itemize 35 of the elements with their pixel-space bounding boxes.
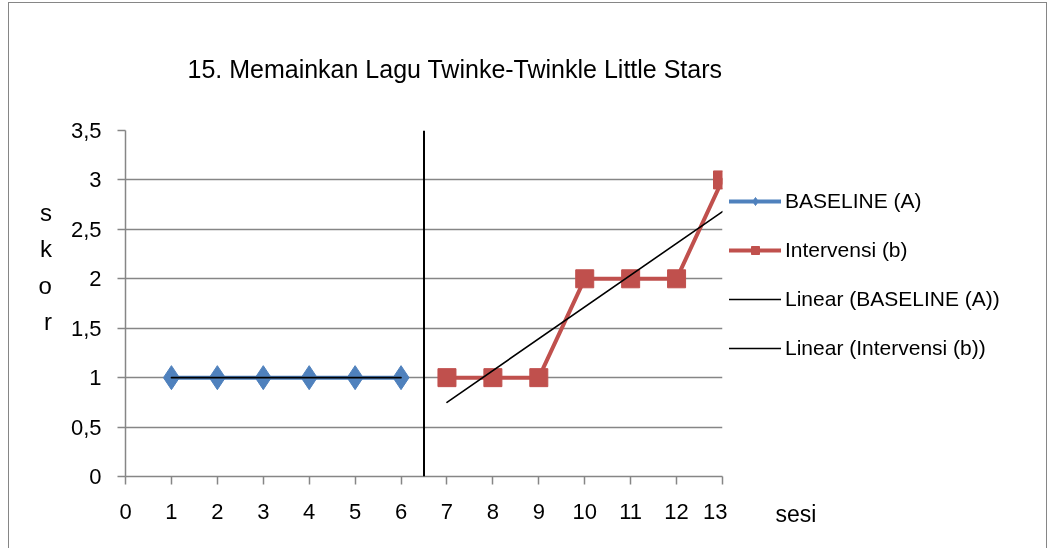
legend-label: Intervensi (b) (785, 238, 908, 262)
legend-label: BASELINE (A) (785, 189, 922, 213)
x-tick-label: 0 (119, 498, 132, 524)
legend-label: Linear (Intervensi (b)) (785, 336, 986, 360)
x-tick-label: 5 (349, 498, 362, 524)
legend-label: Linear (BASELINE (A)) (785, 287, 1000, 311)
y-tick-label: 1,5 (70, 315, 102, 341)
x-tick-label: 8 (486, 498, 500, 524)
y-tick-label: 2,5 (70, 216, 102, 242)
x-tick-label: 6 (394, 498, 408, 524)
y-tick-label: 3,5 (70, 118, 102, 143)
point (529, 368, 549, 388)
x-tick-label: 11 (619, 498, 643, 524)
x-tick-label: 10 (572, 498, 597, 524)
y-axis-title: skor (38, 198, 53, 336)
chart-title: 15. Memainkan Lagu Twinke-Twinkle Little Stars (187, 55, 723, 83)
x-tick-label: 2 (211, 498, 224, 524)
y-tick-label: 2 (89, 266, 102, 292)
y-tick-label: 0 (89, 464, 102, 489)
point (667, 269, 687, 289)
x-tick-label: 7 (440, 498, 454, 524)
y-tick-label: 3 (89, 167, 102, 193)
x-tick-label: 1 (165, 498, 178, 524)
point (575, 269, 595, 289)
y-tick-label: 1 (89, 365, 102, 391)
y-tick-label: 0,5 (70, 414, 102, 440)
x-tick-label: 13 (703, 498, 728, 524)
point (621, 269, 641, 289)
x-tick-label: 4 (303, 498, 316, 524)
point (483, 368, 503, 388)
x-tick-label: 12 (664, 498, 689, 524)
point (437, 368, 457, 388)
x-axis-title: sesi (775, 500, 817, 527)
x-tick-label: 9 (532, 498, 545, 524)
x-tick-label: 3 (257, 498, 270, 524)
